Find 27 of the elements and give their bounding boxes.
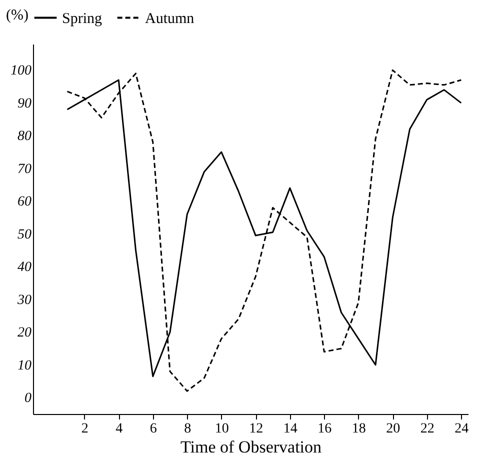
- x-tick-label: 4: [116, 422, 123, 436]
- x-tick-label: 18: [352, 422, 366, 436]
- x-tick-label: 24: [454, 422, 469, 436]
- x-tick-label: 22: [420, 422, 434, 436]
- y-tick-label: 90: [18, 96, 32, 112]
- y-tick-label: 10: [18, 358, 32, 374]
- x-tick-label: 20: [386, 422, 400, 436]
- y-tick-label: 30: [16, 292, 32, 308]
- y-tick-label: 20: [18, 326, 32, 341]
- x-tick-label: 2: [81, 422, 88, 436]
- y-tick-label: 100: [10, 64, 32, 79]
- x-tick-label: 16: [318, 422, 332, 436]
- x-tick-label: 14: [283, 422, 298, 436]
- x-tick-label: 12: [249, 422, 264, 436]
- y-tick-label: 0: [24, 391, 32, 406]
- x-tick-label: 8: [184, 422, 192, 436]
- legend-label: Autumn: [145, 10, 195, 27]
- x-axis-title: Time of Observation: [180, 438, 322, 456]
- y-tick-label: 70: [18, 162, 32, 177]
- y-tick-label: 40: [18, 260, 32, 276]
- legend-label: Spring: [62, 10, 103, 27]
- y-axis-title: (%): [6, 8, 28, 24]
- x-tick-label: 10: [214, 422, 229, 436]
- y-tick-label: 50: [18, 227, 32, 242]
- y-tick-label: 80: [18, 129, 32, 144]
- y-tick-label: 60: [18, 194, 32, 210]
- x-tick-label: 6: [150, 422, 157, 436]
